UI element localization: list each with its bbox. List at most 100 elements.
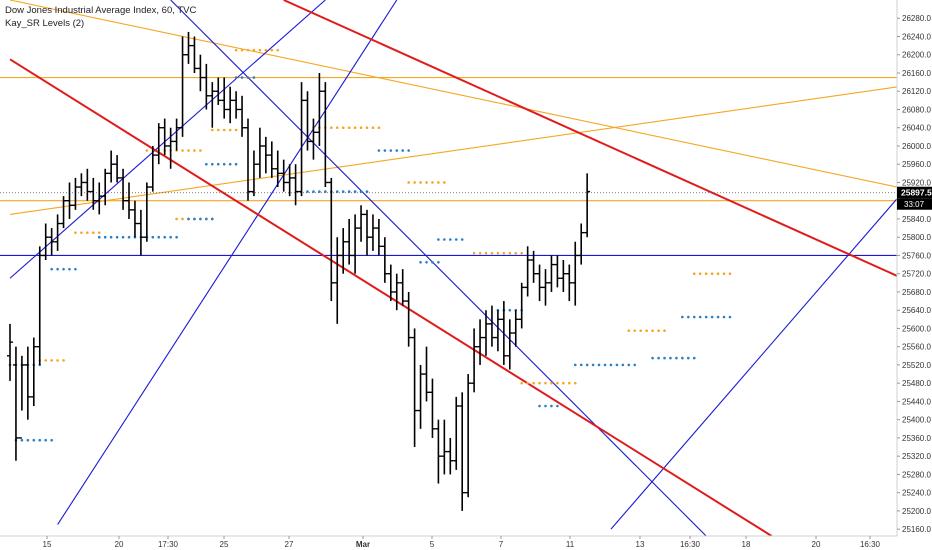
resistance-level-dot: [359, 126, 363, 130]
resistance-level-dot: [573, 381, 577, 385]
resistance-level-dot: [258, 48, 262, 52]
resistance-level-dot: [520, 381, 523, 385]
resistance-level-dot: [704, 272, 708, 276]
ohlc-bar: [120, 168, 127, 210]
x-tick-label: 5: [430, 540, 435, 549]
resistance-level-dot: [181, 217, 184, 221]
ohlc-bar: [387, 264, 394, 302]
orange-trend-line: [9, 0, 897, 188]
resistance-level-dot: [437, 181, 440, 184]
orange-trend-line: [9, 86, 897, 215]
resistance-level-dot: [627, 329, 631, 333]
support-level-dot: [68, 267, 71, 271]
support-level-dot: [621, 363, 625, 367]
ohlc-bar: [108, 150, 115, 183]
resistance-level-dot: [538, 381, 541, 385]
support-level-dot: [377, 149, 381, 152]
resistance-level-dot: [335, 126, 339, 130]
support-level-dot: [508, 308, 512, 312]
support-level-dot: [550, 404, 553, 408]
resistance-level-dot: [211, 128, 214, 132]
ohlc-bar: [292, 164, 299, 206]
resistance-level-dot: [193, 149, 196, 152]
support-level-dot: [627, 363, 631, 367]
ohlc-bar: [524, 246, 531, 297]
support-level-dot: [38, 438, 42, 442]
resistance-level-dot: [508, 251, 512, 255]
ohlc-bar: [304, 91, 311, 151]
resistance-level-dot: [520, 251, 523, 255]
support-level-dot: [692, 315, 696, 319]
ohlc-bar: [441, 419, 448, 475]
ohlc-bar: [215, 77, 222, 105]
support-level-dot: [425, 260, 428, 264]
ohlc-bar: [453, 396, 460, 470]
resistance-level-dot: [330, 126, 333, 130]
resistance-level-dot: [341, 126, 345, 130]
resistance-level-dot: [276, 48, 280, 52]
support-level-dot: [335, 190, 339, 193]
ohlc-bar: [30, 337, 37, 406]
support-level-dot: [246, 76, 250, 79]
y-tick-label: 25200.0: [902, 507, 931, 516]
resistance-level-dot: [544, 381, 547, 385]
x-tick-label: 17:30: [158, 540, 179, 549]
y-tick-label: 26160.0: [902, 69, 931, 78]
y-tick-label: 25840.0: [902, 215, 931, 224]
support-level-dot: [419, 260, 422, 264]
support-level-dot: [585, 363, 589, 367]
support-level-dot: [115, 235, 119, 239]
resistance-level-dot: [425, 181, 428, 184]
resistance-level-dot: [532, 381, 535, 385]
x-tick-label: Mar: [356, 540, 370, 549]
ohlc-bar: [536, 264, 543, 302]
resistance-level-dot: [722, 272, 726, 276]
ohlc-bar: [399, 269, 406, 306]
ohlc-bar: [173, 118, 180, 151]
ohlc-bar: [310, 118, 317, 160]
resistance-level-dot: [86, 231, 89, 234]
support-level-dot: [20, 438, 24, 442]
support-level-dot: [74, 267, 77, 271]
support-level-dot: [222, 162, 226, 166]
ohlc-bar: [256, 127, 263, 178]
ohlc-bar: [274, 150, 281, 188]
ohlc-bar: [221, 77, 228, 119]
support-level-dot: [187, 217, 190, 221]
resistance-level-dot: [698, 272, 702, 276]
ohlc-bar: [137, 209, 144, 256]
resistance-level-dot: [478, 251, 482, 255]
support-level-dot: [722, 315, 726, 319]
resistance-level-dot: [407, 181, 410, 184]
resistance-level-dot: [92, 231, 95, 234]
ohlc-bar: [126, 182, 132, 219]
ohlc-bar: [262, 136, 269, 174]
x-tick-label: 18: [742, 540, 751, 549]
y-tick-label: 26240.0: [902, 32, 931, 41]
support-level-dot: [341, 190, 345, 193]
ohlc-bar: [352, 214, 359, 274]
ohlc-bar: [578, 223, 585, 265]
y-tick-label: 25720.0: [902, 270, 931, 279]
x-tick-label: 15: [43, 540, 52, 549]
ohlc-bar: [411, 328, 418, 448]
support-level-dot: [318, 190, 321, 193]
x-tick-label: 7: [499, 540, 504, 549]
y-tick-label: 25160.0: [902, 525, 931, 534]
ohlc-bar: [42, 223, 49, 261]
resistance-level-dot: [514, 251, 518, 255]
ohlc-bar: [227, 86, 234, 124]
support-level-dot: [443, 238, 446, 241]
support-level-dot: [211, 217, 214, 221]
ohlc-bar: [12, 346, 19, 461]
ohlc-bar: [447, 437, 454, 475]
y-tick-label: 25760.0: [902, 251, 931, 260]
ohlc-bar: [239, 95, 246, 137]
support-level-dot: [615, 363, 619, 367]
ohlc-bar: [161, 118, 168, 156]
support-level-dot: [603, 363, 607, 367]
y-tick-label: 26000.0: [902, 142, 931, 151]
support-level-dot: [234, 162, 238, 166]
support-level-dot: [728, 315, 732, 319]
